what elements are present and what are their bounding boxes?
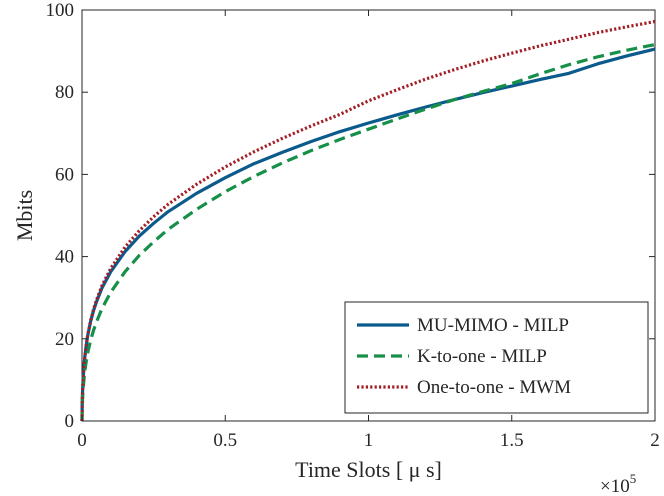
series-layer <box>80 19 656 422</box>
y-tick-label: 100 <box>46 0 75 21</box>
x-tick-label: 2 <box>650 430 660 451</box>
y-axis-label: Mbits <box>12 190 37 241</box>
y-tick-label: 60 <box>55 164 74 185</box>
x-axis-exponent-base: ×10 <box>600 476 630 496</box>
legend-label-2: K-to-one - MILP <box>417 346 547 367</box>
legend-label-1: MU-MIMO - MILP <box>417 315 569 336</box>
x-tick-label: 1 <box>364 430 374 451</box>
y-tick-label: 20 <box>55 329 74 350</box>
y-tick-label: 80 <box>55 82 74 103</box>
x-tick-label: 0 <box>77 430 87 451</box>
legend: MU-MIMO - MILP K-to-one - MILP One-to-one … <box>344 301 649 414</box>
series-line-3 <box>80 19 656 422</box>
x-axis-exponent: ×105 <box>600 471 636 496</box>
x-axis-exponent-power: 5 <box>630 471 637 486</box>
x-tick-label: 0.5 <box>213 430 237 451</box>
y-tick-label: 0 <box>65 411 75 432</box>
x-axis-label: Time Slots [ μ s] <box>295 457 442 482</box>
x-tick-label: 1.5 <box>500 430 524 451</box>
legend-label-3: One-to-one - MWM <box>417 377 571 398</box>
y-tick-label: 40 <box>55 247 74 268</box>
series-line-1 <box>80 47 656 422</box>
